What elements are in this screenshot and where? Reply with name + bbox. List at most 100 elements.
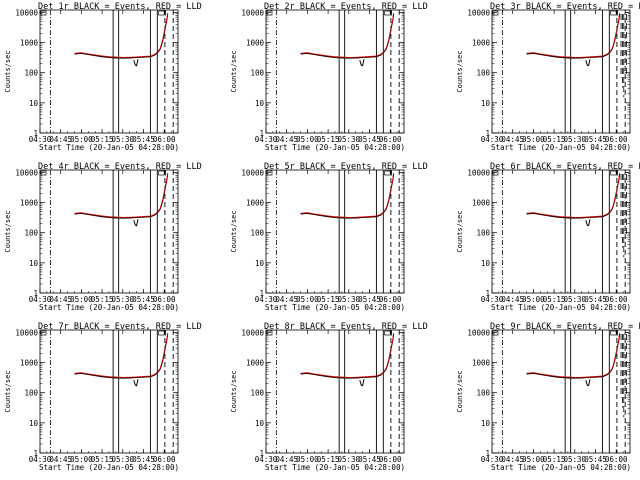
y-axis-label: Counts/sec [456, 210, 464, 252]
y-axis-label: Counts/sec [4, 370, 12, 412]
x-tick-label: 05:15 [91, 295, 114, 304]
x-tick-label: 05:30 [112, 295, 135, 304]
events-series [300, 333, 395, 379]
y-tick-label: 10 [255, 259, 265, 268]
y-tick-label: 1 [259, 449, 264, 458]
y-tick-label: 1000 [246, 199, 265, 208]
events-dip [133, 219, 139, 227]
events-dip [585, 379, 591, 387]
y-tick-label: 1 [259, 289, 264, 298]
y-tick-label: 10000 [241, 328, 264, 337]
x-tick-label: 04:45 [501, 295, 524, 304]
x-axis-label: Start Time (20-Jan-05 04:28:00) [39, 143, 179, 152]
x-tick-label: 05:45 [132, 455, 155, 464]
x-tick-label: 04:45 [49, 455, 72, 464]
x-tick-label: 04:30 [481, 455, 504, 464]
events-series [300, 13, 395, 59]
y-tick-label: 10000 [467, 8, 490, 17]
x-tick-label: 05:45 [584, 455, 607, 464]
x-tick-label: 05:15 [543, 135, 566, 144]
x-tick-label: 06:00 [153, 135, 176, 144]
y-axis-label: Counts/sec [456, 50, 464, 92]
y-axis-label: Counts/sec [456, 370, 464, 412]
y-tick-label: 10 [481, 99, 491, 108]
detector-plot-3: Det 3r BLACK = Events, RED = LLD 04:3004:… [456, 2, 640, 152]
y-tick-label: 10000 [241, 8, 264, 17]
corner-marker [384, 10, 392, 16]
events-series [300, 173, 395, 219]
x-tick-label: 05:00 [296, 135, 319, 144]
plot-title: Det 3r BLACK = Events, RED = LLD [490, 2, 640, 12]
y-tick-label: 1 [33, 289, 38, 298]
detector-plot-4: Det 4r BLACK = Events, RED = LLD 04:3004:… [4, 162, 202, 312]
x-axis-label: Start Time (20-Jan-05 04:28:00) [491, 143, 631, 152]
y-tick-label: 10000 [467, 168, 490, 177]
lld-series [74, 13, 169, 58]
x-tick-label: 04:30 [255, 295, 278, 304]
y-tick-label: 1 [259, 129, 264, 138]
x-tick-label: 05:30 [112, 455, 135, 464]
x-axis-label: Start Time (20-Jan-05 04:28:00) [39, 463, 179, 472]
y-tick-label: 10 [481, 419, 491, 428]
corner-marker [266, 170, 273, 176]
y-tick-label: 1000 [20, 199, 39, 208]
corner-marker [40, 330, 47, 336]
lld-series [526, 333, 621, 378]
x-tick-label: 06:00 [605, 455, 628, 464]
events-dip [359, 59, 365, 67]
lld-series [526, 13, 621, 58]
y-tick-label: 100 [476, 69, 490, 78]
x-tick-label: 04:45 [49, 135, 72, 144]
x-tick-label: 05:30 [112, 135, 135, 144]
x-axis-label: Start Time (20-Jan-05 04:28:00) [265, 463, 405, 472]
x-tick-label: 05:30 [564, 455, 587, 464]
y-tick-label: 100 [24, 229, 38, 238]
y-tick-label: 1000 [20, 39, 39, 48]
plot-title: Det 9r BLACK = Events, RED = LLD [490, 322, 640, 332]
y-tick-label: 100 [24, 389, 38, 398]
x-tick-label: 06:00 [153, 295, 176, 304]
x-tick-label: 05:30 [338, 455, 361, 464]
x-tick-label: 05:00 [522, 295, 545, 304]
x-tick-label: 04:45 [275, 135, 298, 144]
y-tick-label: 10 [29, 259, 39, 268]
events-dip [133, 59, 139, 67]
y-tick-label: 100 [476, 229, 490, 238]
y-axis-label: Counts/sec [230, 370, 238, 412]
x-axis-label: Start Time (20-Jan-05 04:28:00) [39, 303, 179, 312]
corner-marker [266, 330, 273, 336]
x-tick-label: 05:15 [543, 295, 566, 304]
events-dip [359, 379, 365, 387]
y-tick-label: 100 [250, 229, 264, 238]
x-tick-label: 06:00 [379, 295, 402, 304]
y-axis-label: Counts/sec [4, 50, 12, 92]
y-tick-label: 10000 [15, 8, 38, 17]
y-tick-label: 1000 [472, 39, 491, 48]
plot-title: Det 6r BLACK = Events, RED = LLD [490, 162, 640, 172]
x-tick-label: 04:30 [29, 135, 52, 144]
x-tick-label: 05:30 [338, 135, 361, 144]
y-tick-label: 10 [481, 259, 491, 268]
x-tick-label: 06:00 [605, 295, 628, 304]
y-tick-label: 100 [250, 389, 264, 398]
y-tick-label: 1000 [472, 199, 491, 208]
detector-plot-6: Det 6r BLACK = Events, RED = LLD 04:3004:… [456, 162, 640, 312]
x-axis-label: Start Time (20-Jan-05 04:28:00) [491, 463, 631, 472]
corner-marker [158, 10, 166, 16]
lld-series [300, 173, 395, 218]
x-tick-label: 05:15 [91, 135, 114, 144]
x-tick-label: 05:15 [543, 455, 566, 464]
x-tick-label: 05:15 [91, 455, 114, 464]
x-tick-label: 04:45 [275, 455, 298, 464]
y-axis-label: Counts/sec [230, 210, 238, 252]
y-tick-label: 10 [29, 419, 39, 428]
lld-series [300, 333, 395, 378]
events-dip [585, 219, 591, 227]
x-tick-label: 05:30 [338, 295, 361, 304]
y-tick-label: 10000 [15, 328, 38, 337]
x-tick-label: 04:30 [29, 295, 52, 304]
y-tick-label: 1 [485, 449, 490, 458]
events-series [74, 333, 169, 379]
plot-title: Det 4r BLACK = Events, RED = LLD [38, 162, 202, 172]
